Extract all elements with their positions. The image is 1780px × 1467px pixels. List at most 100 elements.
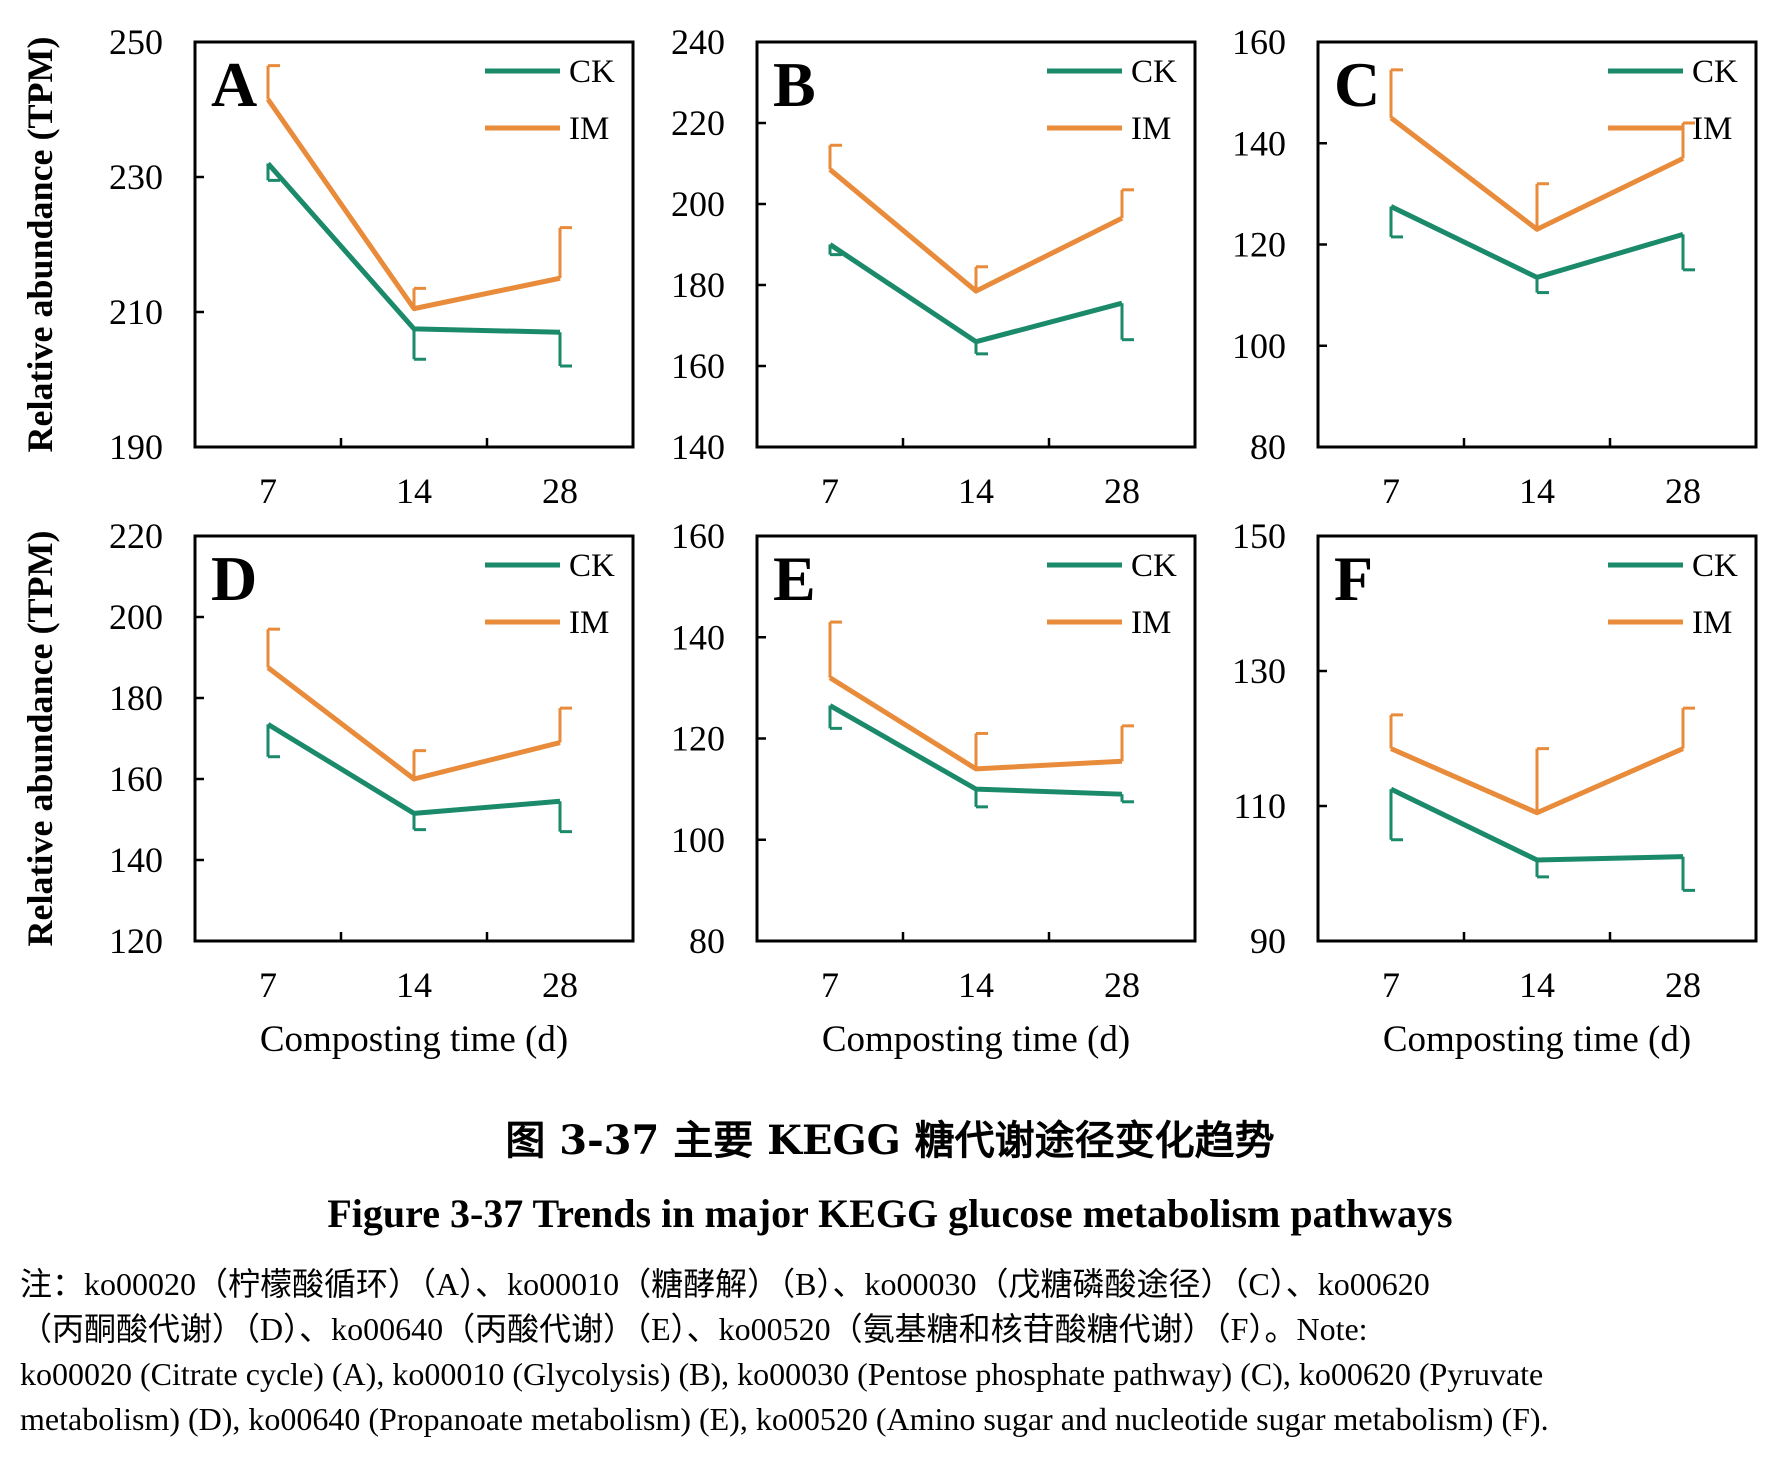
- x-tick-label: 14: [1519, 965, 1555, 1005]
- series-line-im: [1389, 115, 1685, 232]
- y-tick-label: 200: [671, 184, 725, 224]
- x-tick-label: 28: [1104, 965, 1140, 1005]
- legend-label: IM: [1131, 111, 1171, 147]
- legend-label: IM: [1692, 111, 1732, 147]
- x-tick-label: 7: [821, 965, 839, 1005]
- legend-label: IM: [569, 605, 609, 641]
- y-axis-title: Relative abundance (TPM): [20, 531, 60, 947]
- series-line-im: [828, 167, 1124, 294]
- series-line-ck: [266, 722, 561, 816]
- y-tick-label: 190: [109, 427, 163, 467]
- y-tick-label: 140: [1232, 123, 1286, 163]
- panel-label: E: [773, 543, 816, 614]
- x-tick-label: 14: [396, 965, 432, 1005]
- chart-panel-d: 120 140 160 180 200 220 7 14 28 Composting time (…: [20, 516, 635, 1060]
- note-line: metabolism) (D), ko00640 (Propanoate met…: [20, 1401, 1549, 1437]
- y-tick-label: 130: [1232, 651, 1286, 691]
- y-tick-label: 120: [1232, 225, 1286, 265]
- y-tick-label: 250: [109, 22, 163, 62]
- x-tick-label: 28: [542, 965, 578, 1005]
- x-tick-label: 28: [1665, 471, 1701, 511]
- note-line: （丙酮酸代谢）（D）、ko00640（丙酸代谢）（E）、ko00520（氨基糖和…: [20, 1311, 1368, 1347]
- x-tick-label: 14: [958, 965, 994, 1005]
- x-tick-label: 14: [1519, 471, 1555, 511]
- legend-label: IM: [569, 111, 609, 147]
- legend-label: CK: [569, 54, 615, 90]
- y-tick-label: 180: [671, 265, 725, 305]
- series-line-im: [266, 665, 561, 782]
- plot-frame: [1316, 40, 1758, 449]
- y-tick-label: 120: [109, 921, 163, 961]
- y-tick-label: 210: [109, 292, 163, 332]
- panel-label: F: [1334, 543, 1373, 614]
- series-line-ck: [1389, 204, 1684, 280]
- y-tick-label: 100: [671, 820, 725, 860]
- figure-caption-en: Figure 3-37 Trends in major KEGG glucose…: [327, 1191, 1453, 1236]
- legend-label: CK: [1131, 548, 1177, 584]
- y-tick-label: 180: [109, 678, 163, 718]
- chart-panel-c: 80 100 120 140 160 7 14 28 C CK IM: [1232, 22, 1758, 511]
- legend-label: CK: [1131, 54, 1177, 90]
- note-line: ko00020 (Citrate cycle) (A), ko00010 (Gl…: [20, 1356, 1544, 1392]
- y-tick-label: 140: [671, 427, 725, 467]
- y-tick-label: 160: [671, 516, 725, 556]
- x-tick-label: 28: [542, 471, 578, 511]
- series-line-im: [828, 675, 1123, 772]
- x-tick-label: 7: [1382, 965, 1400, 1005]
- x-tick-label: 14: [958, 471, 994, 511]
- plot-frame: [193, 40, 635, 449]
- x-tick-label: 28: [1104, 471, 1140, 511]
- y-tick-label: 90: [1250, 921, 1286, 961]
- panel-label: A: [211, 49, 257, 120]
- y-tick-label: 160: [1232, 22, 1286, 62]
- y-tick-label: 120: [671, 719, 725, 759]
- x-axis-title: Composting time (d): [260, 1019, 568, 1060]
- x-tick-label: 14: [396, 471, 432, 511]
- plot-frame: [755, 40, 1197, 449]
- series-line-ck: [828, 703, 1123, 797]
- legend-label: CK: [1692, 548, 1738, 584]
- y-tick-label: 140: [671, 617, 725, 657]
- series-line-ck: [1389, 786, 1684, 863]
- y-tick-label: 160: [109, 759, 163, 799]
- y-tick-label: 80: [1250, 427, 1286, 467]
- figure-note: 注：ko00020（柠檬酸循环）（A）、ko00010（糖酵解）（B）、ko00…: [20, 1262, 1765, 1442]
- series-line-ck: [828, 242, 1123, 345]
- y-tick-label: 140: [109, 840, 163, 880]
- chart-panel-b: 140 160 180 200 220 240 7 14 28 B CK IM: [671, 22, 1197, 511]
- series-line-im: [265, 97, 561, 312]
- y-tick-label: 200: [109, 597, 163, 637]
- figure-caption-cn: 图 3-37 主要 KEGG 糖代谢途径变化趋势: [505, 1117, 1275, 1164]
- x-axis-title: Composting time (d): [1383, 1019, 1691, 1060]
- legend-label: CK: [1692, 54, 1738, 90]
- x-tick-label: 28: [1665, 965, 1701, 1005]
- legend-label: IM: [1692, 605, 1732, 641]
- legend-label: IM: [1131, 605, 1171, 641]
- x-tick-label: 7: [1382, 471, 1400, 511]
- y-tick-label: 150: [1232, 516, 1286, 556]
- plot-frame: [193, 534, 635, 943]
- y-tick-label: 110: [1233, 786, 1286, 826]
- panel-label: D: [211, 543, 257, 614]
- x-tick-label: 7: [259, 471, 277, 511]
- x-axis-title: Composting time (d): [822, 1019, 1130, 1060]
- y-tick-label: 100: [1232, 326, 1286, 366]
- panel-label: C: [1334, 49, 1380, 120]
- note-line: 注：ko00020（柠檬酸循环）（A）、ko00010（糖酵解）（B）、ko00…: [20, 1266, 1430, 1302]
- x-tick-label: 7: [259, 965, 277, 1005]
- legend-label: CK: [569, 548, 615, 584]
- panel-label: B: [773, 49, 816, 120]
- series-line-im: [1389, 746, 1685, 816]
- y-tick-label: 80: [689, 921, 725, 961]
- x-tick-label: 7: [821, 471, 839, 511]
- y-axis-title: Relative abundance (TPM): [20, 37, 60, 453]
- series-line-ck: [266, 161, 561, 335]
- y-tick-label: 240: [671, 22, 725, 62]
- figure-panels: 190 210 230 250 7 14 28 Relative abundance (TPM…: [20, 22, 1758, 1060]
- y-tick-label: 220: [671, 103, 725, 143]
- chart-panel-a: 190 210 230 250 7 14 28 Relative abundance (TPM…: [20, 22, 635, 511]
- plot-frame: [1316, 534, 1758, 943]
- y-tick-label: 220: [109, 516, 163, 556]
- y-tick-label: 160: [671, 346, 725, 386]
- y-tick-label: 230: [109, 157, 163, 197]
